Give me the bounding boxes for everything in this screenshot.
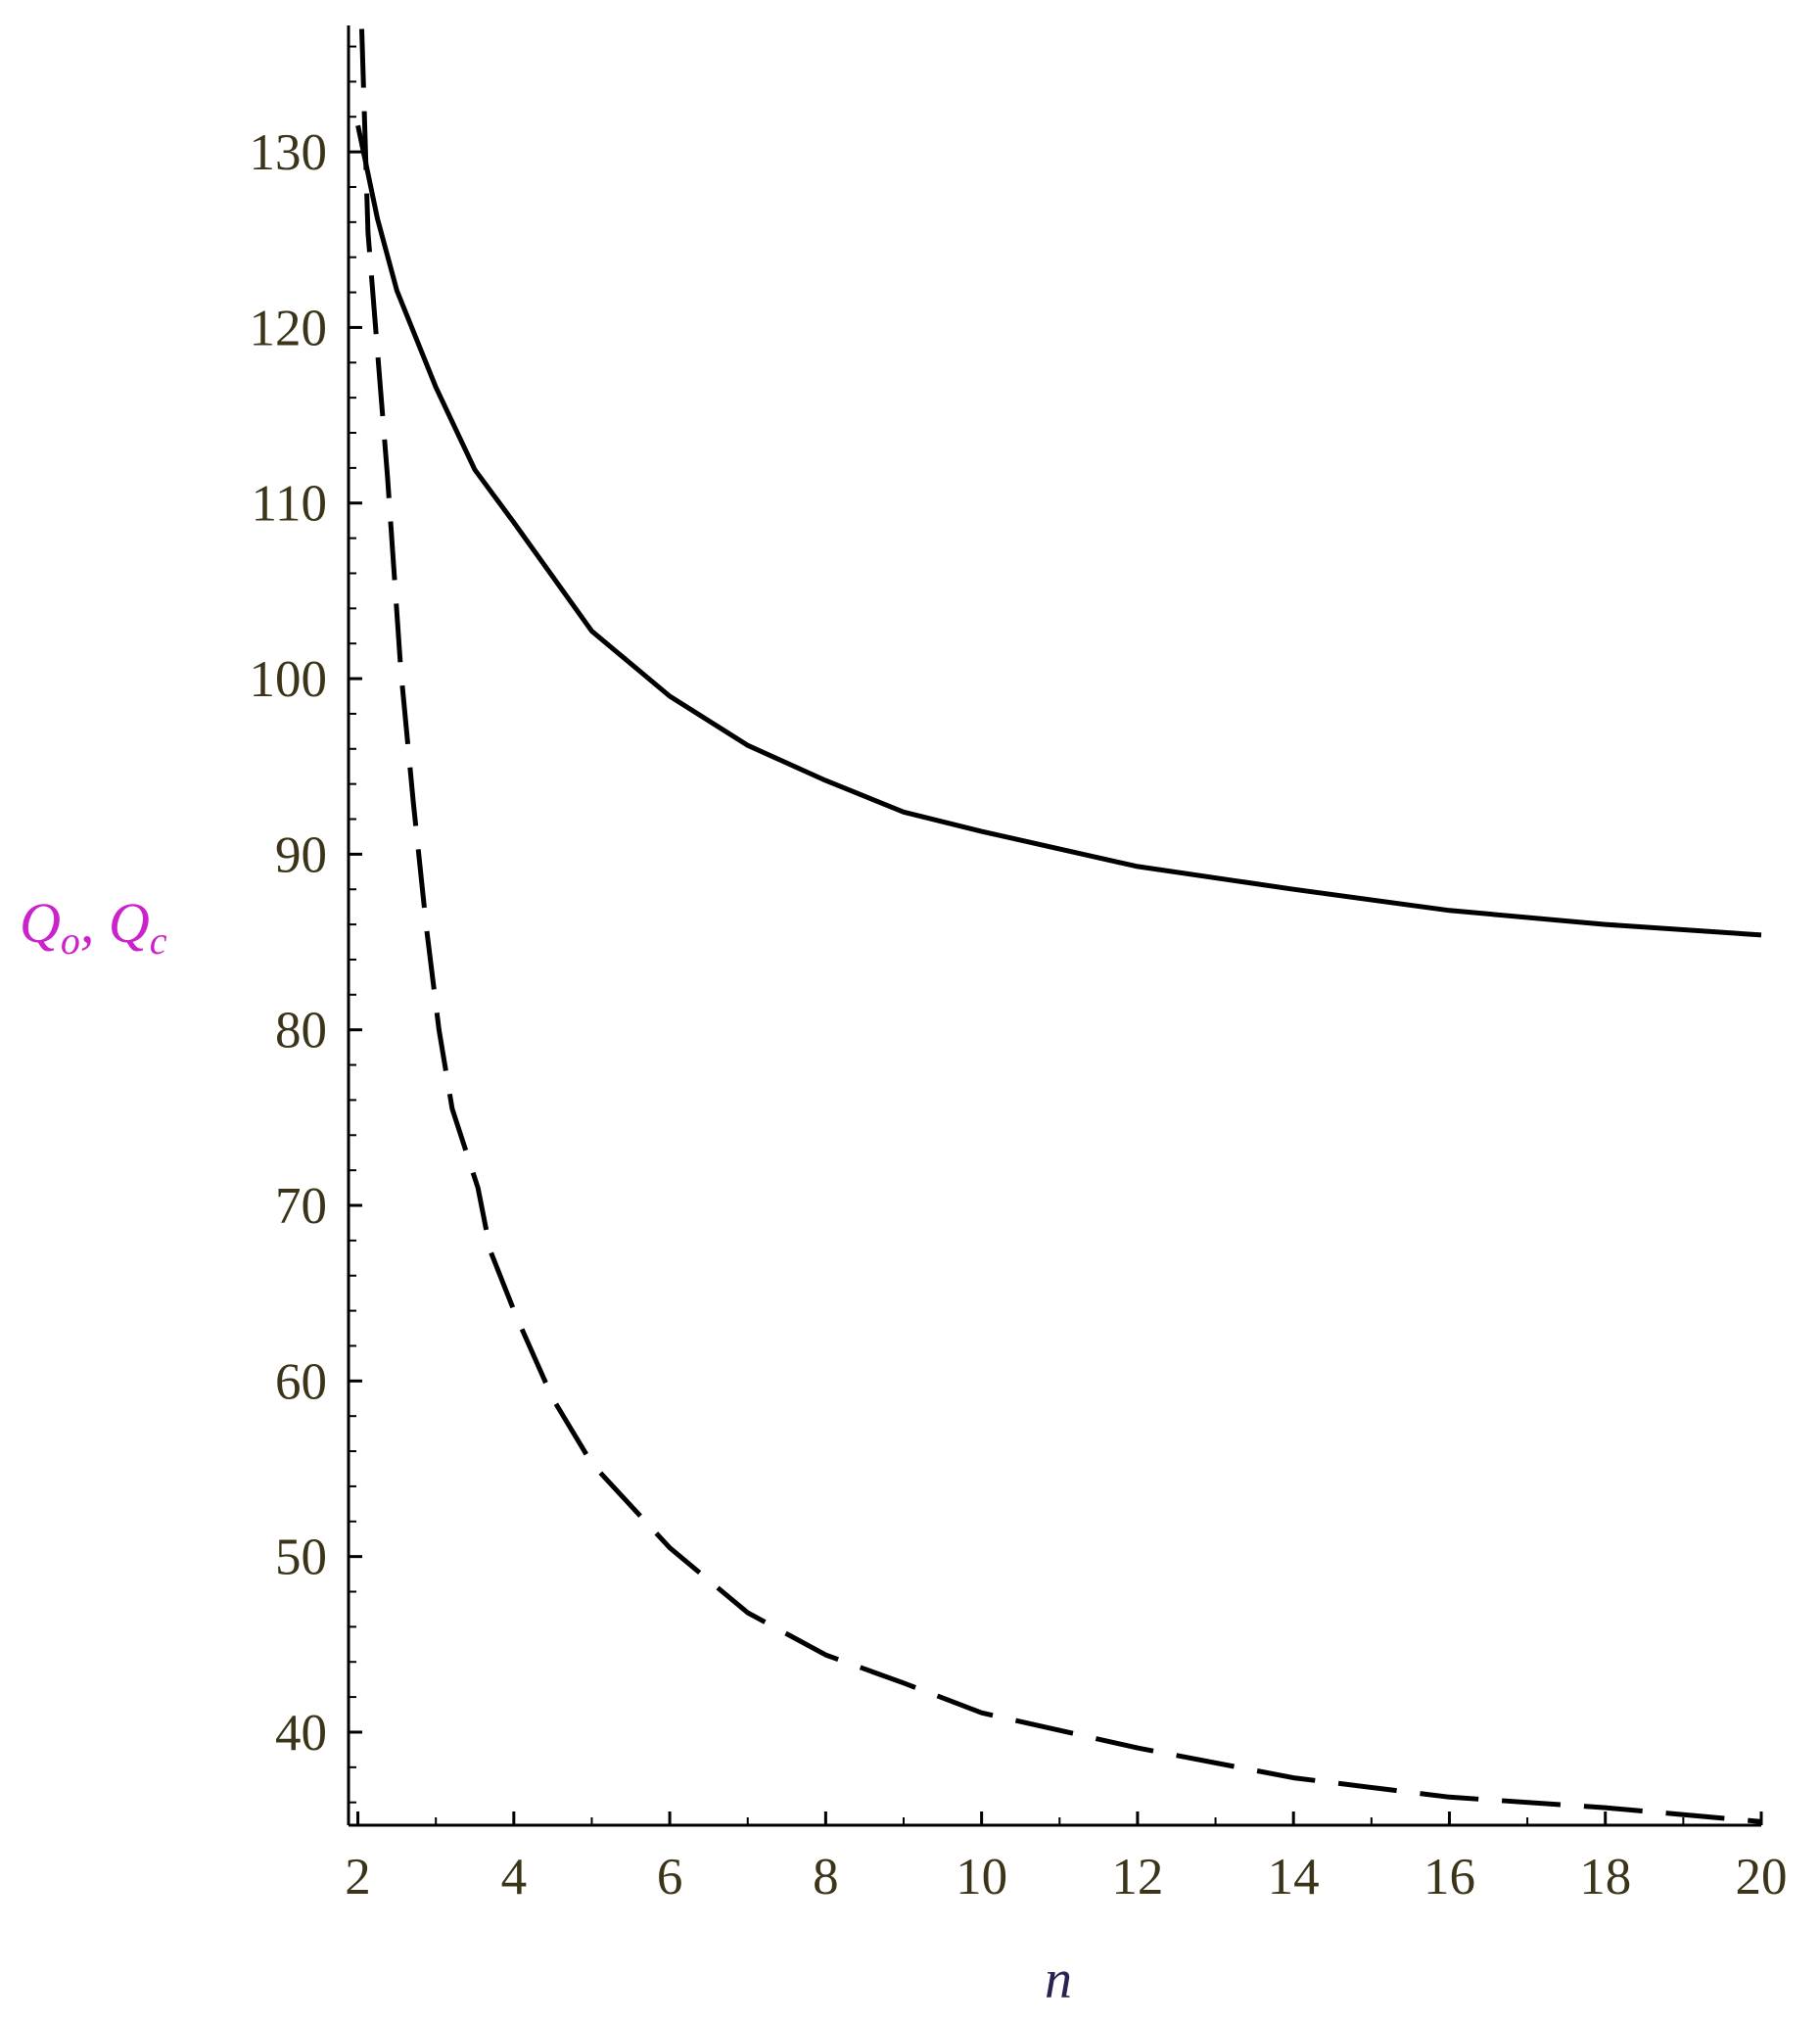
y-tick-label: 60 (275, 1353, 327, 1410)
y-tick-label: 40 (275, 1705, 327, 1762)
x-tick-label: 4 (501, 1849, 528, 1905)
y-tick-label: 100 (250, 651, 328, 708)
y-tick-label: 80 (275, 1003, 327, 1059)
line-series (359, 28, 1762, 1824)
y-tick-label: 110 (251, 476, 327, 533)
y-tick-label: 90 (275, 826, 327, 883)
x-tick-label: 8 (813, 1849, 839, 1905)
y-tick-label: 50 (275, 1529, 327, 1586)
x-tick-label: 12 (1111, 1849, 1163, 1905)
x-tick-label: 2 (345, 1849, 371, 1905)
line-series (355, 124, 1762, 938)
y-tick-label: 70 (275, 1178, 327, 1235)
x-axis-label: n (1045, 1950, 1072, 2010)
y-tick-label: 120 (250, 300, 328, 356)
y-tick-label: 130 (250, 124, 328, 181)
x-tick-label: 18 (1579, 1849, 1631, 1905)
x-tick-label: 20 (1736, 1849, 1788, 1905)
x-tick-label: 14 (1268, 1849, 1320, 1905)
x-tick-label: 6 (657, 1849, 683, 1905)
x-tick-label: 10 (956, 1849, 1007, 1905)
y-axis-label: Qo, Qc (20, 891, 167, 963)
x-tick-label: 16 (1423, 1849, 1475, 1905)
